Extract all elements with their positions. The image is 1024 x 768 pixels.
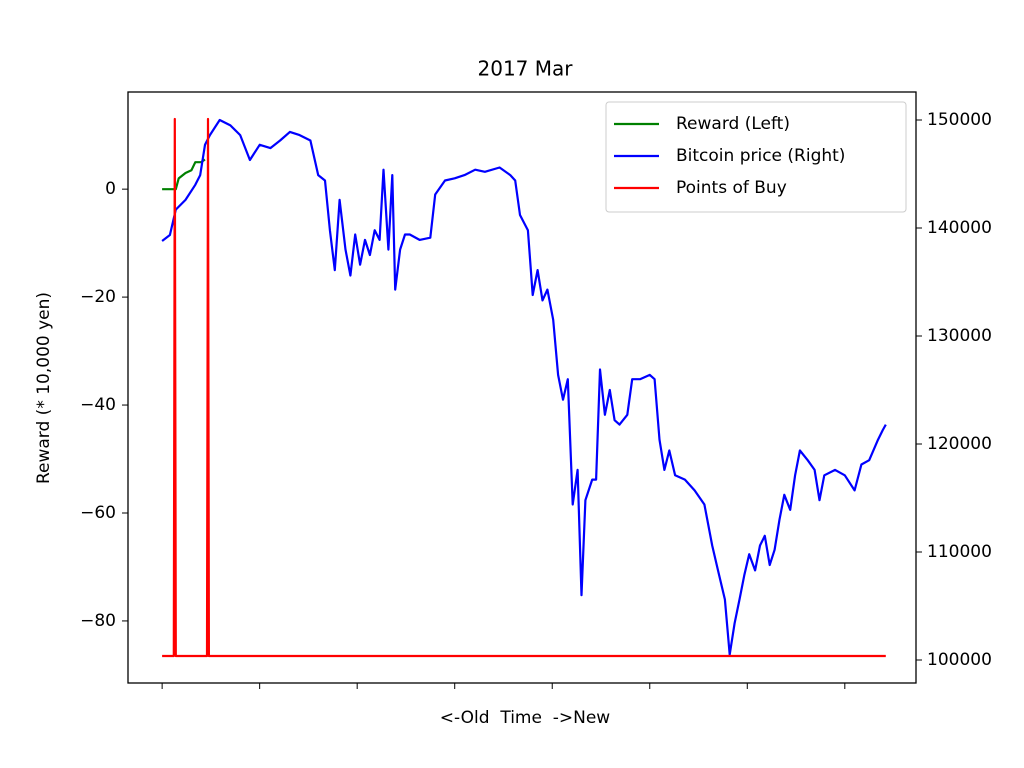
y-tick-label: −40 bbox=[80, 395, 116, 415]
legend-label: Points of Buy bbox=[676, 178, 787, 198]
legend-label: Bitcoin price (Right) bbox=[676, 146, 845, 166]
series-line bbox=[161, 118, 887, 656]
y-tick-label: −20 bbox=[80, 287, 116, 307]
y-axis-label: Reward (* 10,000 yen) bbox=[34, 292, 54, 484]
y2-tick-label: 120000 bbox=[927, 434, 992, 454]
y-tick-label: −80 bbox=[80, 611, 116, 631]
series-line bbox=[162, 158, 206, 191]
legend-label: Reward (Left) bbox=[676, 114, 790, 134]
chart-title: 2017 Mar bbox=[478, 57, 574, 81]
legend-box bbox=[605, 101, 907, 213]
y2-tick-label: 100000 bbox=[927, 650, 992, 670]
y2-tick-label: 150000 bbox=[927, 110, 992, 130]
y-tick-label: −60 bbox=[80, 503, 116, 523]
plot-frame bbox=[127, 91, 917, 684]
y-tick-label: 0 bbox=[105, 179, 116, 199]
y2-tick-label: 140000 bbox=[927, 218, 992, 238]
series-line bbox=[162, 117, 886, 658]
y2-tick-label: 110000 bbox=[927, 542, 992, 562]
x-axis-label: <-Old Time ->New bbox=[440, 708, 611, 728]
y2-tick-label: 130000 bbox=[927, 326, 992, 346]
